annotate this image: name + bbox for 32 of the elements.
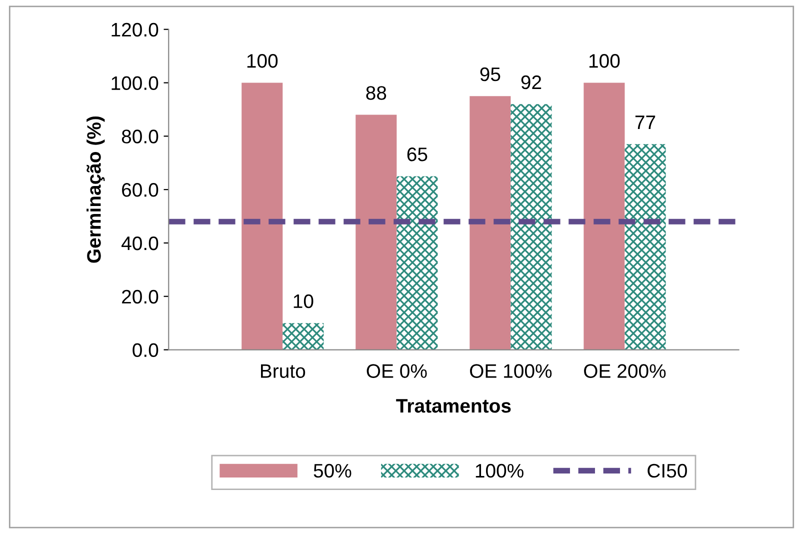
y-tick-label: 120.0	[112, 22, 158, 37]
data-label: 100	[589, 54, 620, 68]
legend-label: CI50	[648, 464, 687, 478]
data-label: 100	[247, 54, 278, 68]
bar	[356, 114, 397, 350]
x-tick-label: OE 100%	[470, 364, 552, 378]
x-tick-label: OE 0%	[366, 364, 427, 378]
bar	[470, 96, 511, 350]
bar	[282, 323, 324, 350]
legend-label: 100%	[476, 464, 524, 478]
data-label: 65	[407, 147, 428, 162]
bar	[242, 82, 283, 350]
y-axis-title: Germinação (%)	[86, 116, 105, 263]
data-label: 10	[294, 294, 314, 308]
y-tick-label: 100.0	[112, 76, 158, 90]
data-label: 77	[635, 116, 656, 130]
bar	[584, 82, 625, 350]
data-label: 88	[366, 86, 386, 100]
y-tick-label: 0.0	[132, 343, 158, 358]
y-tick-label: 40.0	[122, 236, 158, 250]
legend-label: 50%	[314, 464, 352, 478]
data-label: 92	[521, 75, 542, 90]
x-tick-label: Bruto	[261, 364, 306, 378]
bar	[510, 104, 552, 350]
data-label: 95	[480, 67, 500, 82]
x-tick-label: OE 200%	[584, 364, 666, 378]
y-tick-label: 80.0	[122, 130, 158, 144]
bar	[396, 176, 438, 350]
y-tick-label: 60.0	[122, 183, 158, 197]
y-tick-label: 20.0	[122, 290, 158, 304]
x-axis-title: Tratamentos	[396, 399, 511, 413]
bar	[624, 144, 666, 350]
